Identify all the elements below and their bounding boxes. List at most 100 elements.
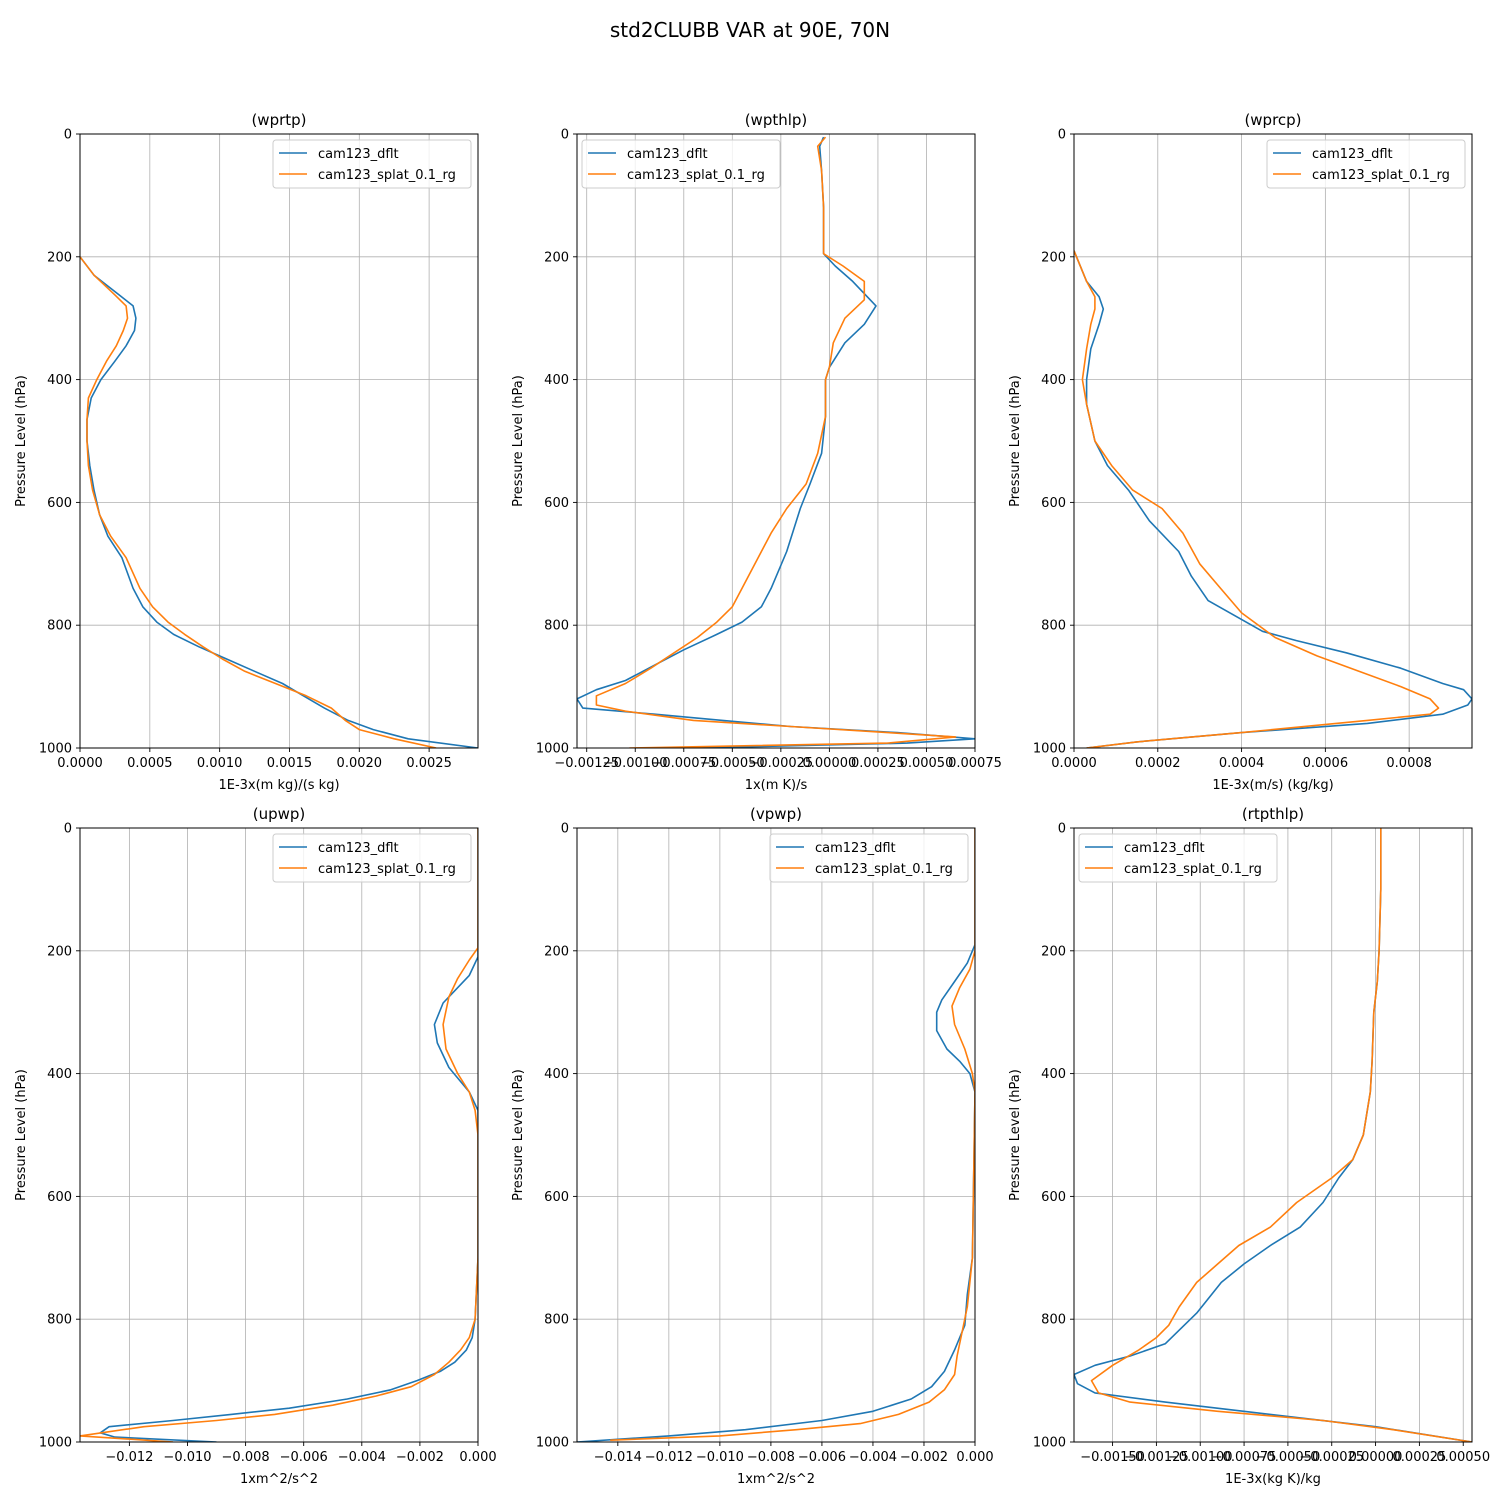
y-tick-label: 0: [561, 128, 569, 143]
axes-frame: [1073, 827, 1473, 1443]
series-group: [1074, 250, 1472, 748]
legend-label: cam123_dflt: [1124, 841, 1205, 856]
series-line-cam123-dflt: [80, 256, 478, 748]
panel-title: (wprtp): [251, 111, 306, 129]
x-tick-label: 0.0015: [267, 756, 313, 771]
series-line-cam123-splat-0-1-rg: [80, 256, 437, 748]
y-tick-label: 800: [47, 1313, 72, 1328]
legend-box: [272, 139, 472, 189]
x-tick-label: −0.00075: [651, 756, 716, 771]
x-tick-label: −0.008: [222, 1450, 270, 1465]
x-tick-label: −0.00050: [1256, 1450, 1321, 1465]
y-tick-label: 0: [1058, 128, 1066, 143]
series-line-cam123-splat-0-1-rg: [1074, 250, 1440, 748]
x-tick-label: 0.0004: [1219, 756, 1265, 771]
legend-label: cam123_dflt: [318, 147, 399, 162]
y-axis-label: Pressure Level (hPa): [511, 1069, 526, 1201]
chart-panel-3: 0.0000 0.0002 0.0004 0.0006 0.0008 0 200 400 600…: [1008, 111, 1473, 793]
x-tick-label: −0.00075: [1212, 1450, 1277, 1465]
y-tick-label: 600: [47, 1190, 72, 1205]
legend-label: cam123_dflt: [318, 841, 399, 856]
x-tick-label: −0.002: [900, 1450, 948, 1465]
x-tick-label: 0.00025: [1393, 1450, 1447, 1465]
x-tick-label: −0.010: [163, 1450, 211, 1465]
series-group: [80, 256, 478, 748]
x-tick-label: −0.002: [396, 1450, 444, 1465]
series-line-cam123-dflt: [577, 828, 975, 1442]
legend-label: cam123_dflt: [627, 147, 708, 162]
y-tick-label: 0: [64, 822, 72, 837]
y-axis-label: Pressure Level (hPa): [511, 375, 526, 507]
x-tick-label: −0.00100: [603, 756, 668, 771]
series-line-cam123-splat-0-1-rg: [595, 136, 957, 748]
x-tick-label: −0.00025: [749, 756, 814, 771]
chart-panel-5: −0.014 −0.012 −0.010 −0.008 −0.006 −0.004 −0.0…: [511, 805, 994, 1487]
x-tick-label: −0.010: [696, 1450, 744, 1465]
x-tick-label: 0.0000: [57, 756, 103, 771]
y-tick-label: 400: [47, 373, 72, 388]
series-group: [577, 136, 975, 748]
grid-lines: [577, 827, 976, 1443]
chart-panel-1: 0.0000 0.0005 0.0010 0.0015 0.0020 0.0025 0 200…: [14, 111, 479, 793]
axes-frame: [1073, 133, 1473, 749]
x-tick-label: −0.014: [594, 1450, 642, 1465]
x-axis-label: 1E-3x(kg K)/kg: [1225, 1472, 1321, 1487]
x-tick-label: 0.00050: [900, 756, 954, 771]
chart-panel-2: −0.00125−0.00100−0.00075−0.00050−0.00025…: [511, 111, 1002, 793]
y-tick-label: 400: [47, 1067, 72, 1082]
series-line-cam123-splat-0-1-rg: [610, 828, 975, 1441]
y-tick-label: 1000: [39, 742, 72, 757]
y-tick-label: 600: [47, 496, 72, 511]
y-tick-label: 1000: [536, 742, 569, 757]
y-tick-label: 1000: [536, 1436, 569, 1451]
legend: cam123_dflt cam123_splat_0.1_rg: [272, 139, 472, 189]
series-group: [80, 828, 478, 1442]
y-tick-label: 200: [1041, 944, 1066, 959]
figure-title: std2CLUBB VAR at 90E, 70N: [610, 18, 890, 42]
y-tick-label: 0: [561, 822, 569, 837]
y-tick-label: 200: [47, 250, 72, 265]
grid-lines: [80, 827, 479, 1443]
x-tick-label: 0.00075: [948, 756, 1002, 771]
x-axis-label: 1xm^2/s^2: [240, 1472, 318, 1487]
legend-label: cam123_splat_0.1_rg: [1312, 168, 1450, 183]
y-tick-label: 600: [544, 496, 569, 511]
x-tick-label: 0.0002: [1135, 756, 1181, 771]
panel-title: (wpthlp): [745, 111, 808, 129]
series-line-cam123-splat-0-1-rg: [80, 828, 478, 1442]
y-tick-label: 800: [1041, 619, 1066, 634]
y-tick-label: 400: [1041, 373, 1066, 388]
panel-title: (wprcp): [1244, 111, 1301, 129]
x-tick-label: −0.00050: [700, 756, 765, 771]
panel-title: (rtpthlp): [1242, 805, 1304, 823]
x-tick-label: 0.0010: [197, 756, 243, 771]
legend: cam123_dflt cam123_splat_0.1_rg: [1078, 833, 1278, 883]
x-tick-label: −0.012: [645, 1450, 693, 1465]
series-line-cam123-dflt: [1074, 250, 1472, 748]
grid-lines: [79, 133, 478, 749]
series-group: [577, 828, 975, 1442]
y-tick-label: 400: [1041, 1067, 1066, 1082]
y-tick-label: 1000: [1033, 1436, 1066, 1451]
x-tick-label: 0.0008: [1386, 756, 1432, 771]
legend-box: [769, 833, 969, 883]
y-tick-label: 600: [544, 1190, 569, 1205]
y-tick-label: 800: [1041, 1313, 1066, 1328]
y-tick-label: 800: [47, 619, 72, 634]
y-axis-label: Pressure Level (hPa): [14, 1069, 29, 1201]
legend-box: [1266, 139, 1466, 189]
series-line-cam123-dflt: [577, 136, 975, 748]
legend: cam123_dflt cam123_splat_0.1_rg: [769, 833, 969, 883]
grid-lines: [577, 133, 976, 749]
chart-panel-4: −0.012 −0.010 −0.008 −0.006 −0.004 −0.002 0.00…: [14, 805, 497, 1487]
y-tick-label: 800: [544, 1313, 569, 1328]
y-tick-label: 600: [1041, 496, 1066, 511]
y-tick-label: 1000: [39, 1436, 72, 1451]
chart-panel-6: −0.00150−0.00125−0.00100−0.00075−0.00050…: [1008, 805, 1490, 1487]
x-axis-label: 1xm^2/s^2: [737, 1472, 815, 1487]
axes-frame: [576, 827, 976, 1443]
legend-box: [1078, 833, 1278, 883]
x-tick-label: −0.00025: [1299, 1450, 1364, 1465]
y-tick-label: 800: [544, 619, 569, 634]
legend: cam123_dflt cam123_splat_0.1_rg: [581, 139, 781, 189]
